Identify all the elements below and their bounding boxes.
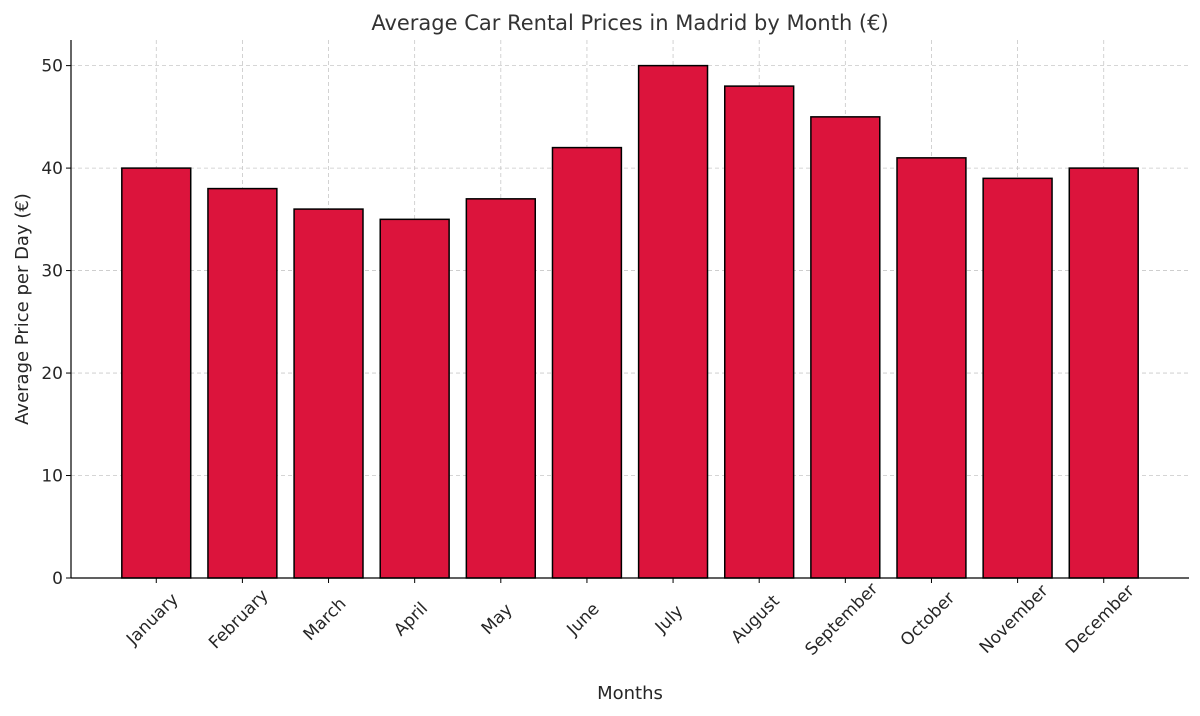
- bar-february: [207, 187, 278, 579]
- x-tick-label: September: [802, 579, 883, 660]
- bar-august: [723, 85, 795, 579]
- x-tick-label: July: [651, 602, 687, 638]
- y-tick-label: 0: [52, 569, 63, 589]
- bar-july: [637, 64, 709, 579]
- y-tick-label: 10: [41, 467, 63, 487]
- bar-april: [379, 218, 450, 579]
- x-tick-label: March: [300, 594, 351, 645]
- x-tick-label: November: [976, 581, 1053, 658]
- x-tick-label: February: [205, 586, 272, 653]
- x-tick-label: April: [390, 599, 432, 641]
- x-axis-label: Months: [597, 683, 663, 704]
- y-tick-label: 40: [41, 159, 63, 179]
- bar-december: [1068, 167, 1139, 579]
- chart-title: Average Car Rental Prices in Madrid by M…: [371, 11, 888, 35]
- bar-january: [121, 167, 192, 579]
- bar-october: [896, 157, 967, 579]
- x-tick-label: January: [122, 590, 182, 650]
- x-tick-label: August: [728, 591, 784, 647]
- bar-september: [810, 116, 881, 579]
- bar-may: [465, 198, 537, 579]
- x-tick-label: June: [563, 599, 604, 640]
- x-tick-label: December: [1062, 581, 1138, 657]
- bar-march: [293, 208, 364, 579]
- y-tick-label: 50: [41, 57, 63, 77]
- y-tick-label: 20: [41, 364, 63, 384]
- x-tick-label: October: [897, 588, 959, 650]
- bar-november: [982, 177, 1053, 579]
- y-axis-label: Average Price per Day (€): [12, 193, 33, 425]
- y-tick-label: 30: [41, 262, 63, 282]
- bar-june: [551, 146, 623, 579]
- x-tick-label: May: [478, 600, 517, 639]
